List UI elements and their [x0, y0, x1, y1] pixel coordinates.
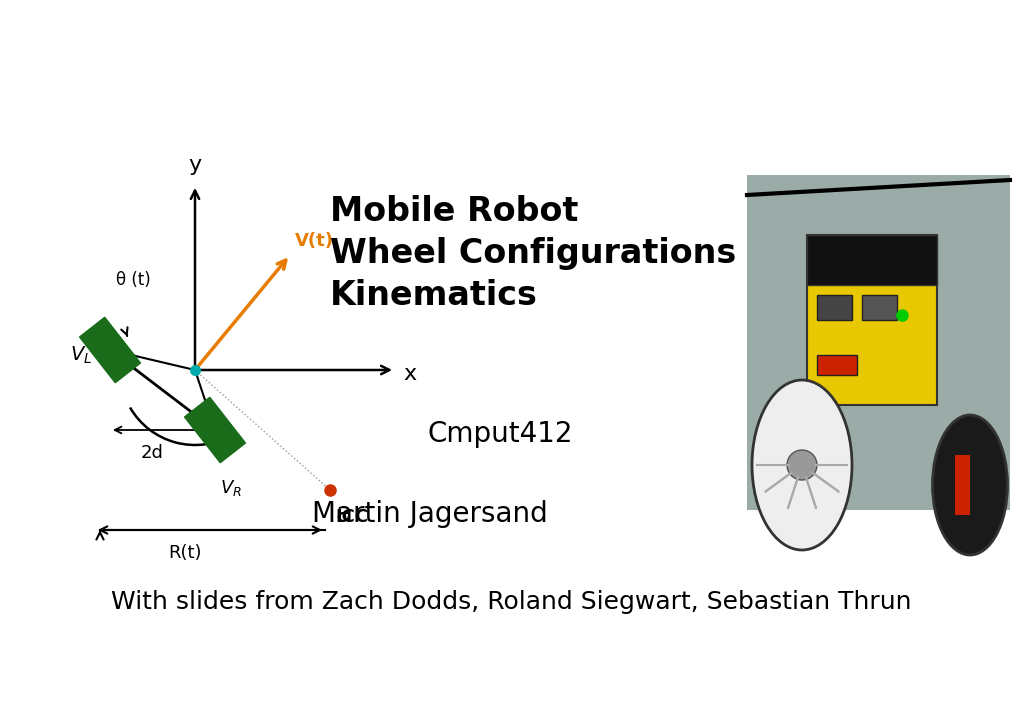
Polygon shape [80, 317, 140, 383]
Text: With slides from Zach Dodds, Roland Siegwart, Sebastian Thrun: With slides from Zach Dodds, Roland Sieg… [110, 590, 911, 614]
Text: ICC: ICC [335, 508, 368, 526]
Text: θ (t): θ (t) [116, 271, 150, 289]
Text: $V_L$: $V_L$ [70, 344, 92, 365]
Text: Mobile Robot: Mobile Robot [330, 195, 578, 228]
Text: Cmput412: Cmput412 [428, 420, 573, 448]
Circle shape [787, 450, 817, 480]
Bar [955, 455, 970, 515]
Text: Wheel Configurations and: Wheel Configurations and [330, 237, 818, 270]
Ellipse shape [933, 415, 1008, 555]
Bar [817, 355, 857, 375]
Text: y: y [188, 155, 202, 175]
Text: 2d: 2d [141, 444, 164, 462]
Text: x: x [403, 364, 416, 384]
Bar [807, 235, 937, 405]
Bar [807, 235, 937, 285]
Bar [817, 295, 852, 320]
Ellipse shape [752, 380, 852, 550]
Text: V(t): V(t) [295, 232, 333, 250]
Bar [747, 175, 1010, 510]
Polygon shape [184, 397, 246, 463]
Text: $V_R$: $V_R$ [220, 478, 241, 498]
Text: R(t): R(t) [168, 544, 202, 562]
Text: Kinematics: Kinematics [330, 279, 538, 312]
Bar [862, 295, 897, 320]
Text: Martin Jagersand: Martin Jagersand [312, 500, 548, 528]
